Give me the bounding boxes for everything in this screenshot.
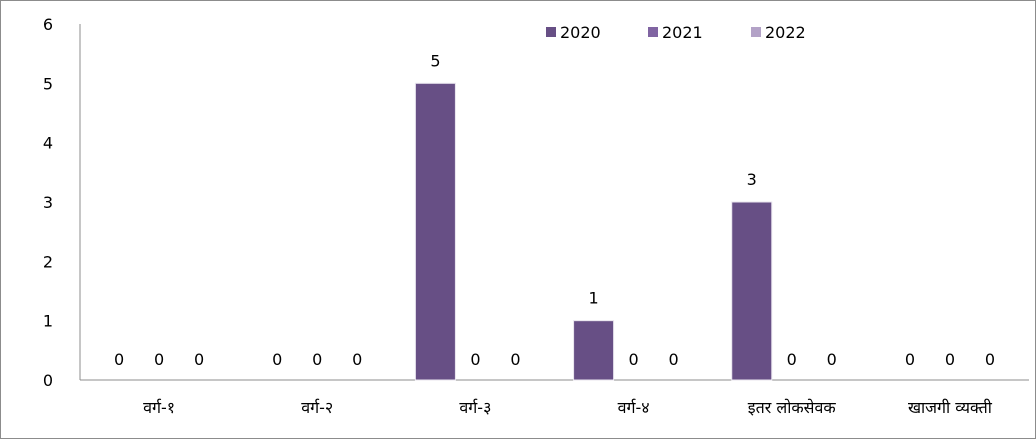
data-label-2020-0: 0 <box>114 350 124 369</box>
bar-2020-4 <box>731 201 773 381</box>
data-label-2020-5: 0 <box>905 350 915 369</box>
y-tick-label-5: 5 <box>43 74 53 93</box>
bar-2020-2 <box>414 82 456 381</box>
data-label-2021-5: 0 <box>945 350 955 369</box>
data-label-2021-2: 0 <box>470 350 480 369</box>
data-label-2022-0: 0 <box>194 350 204 369</box>
data-label-2022-1: 0 <box>352 350 362 369</box>
data-label-2020-2: 5 <box>430 51 440 70</box>
y-tick-label-6: 6 <box>43 15 53 34</box>
y-tick-label-1: 1 <box>43 312 53 331</box>
legend-label-2020: 2020 <box>560 23 601 42</box>
category-labels: वर्ग-१ वर्ग-२ वर्ग-३ वर्ग-४ इतर लोकसेवक खाजगी… <box>143 398 993 417</box>
legend-swatch-2021 <box>648 27 658 37</box>
category-label-4: इतर लोकसेवक <box>748 398 837 417</box>
data-label-2021-3: 0 <box>628 350 638 369</box>
data-label-2022-3: 0 <box>668 350 678 369</box>
data-label-2022-4: 0 <box>827 350 837 369</box>
y-tick-label-4: 4 <box>43 134 53 153</box>
legend-swatch-2020 <box>546 27 556 37</box>
data-label-2020-3: 1 <box>588 289 598 308</box>
y-tick-labels: 0 1 2 3 4 5 6 <box>43 15 53 390</box>
data-label-2022-5: 0 <box>985 350 995 369</box>
data-label-2021-4: 0 <box>787 350 797 369</box>
y-tick-label-0: 0 <box>43 371 53 390</box>
bars <box>414 82 773 381</box>
data-label-2020-1: 0 <box>272 350 282 369</box>
category-label-5: खाजगी व्यक्ती <box>908 398 993 417</box>
data-label-2022-2: 0 <box>510 350 520 369</box>
y-tick-label-2: 2 <box>43 252 53 271</box>
category-label-2: वर्ग-३ <box>459 398 491 417</box>
legend-label-2021: 2021 <box>662 23 703 42</box>
legend-label-2022: 2022 <box>765 23 806 42</box>
data-label-2021-0: 0 <box>154 350 164 369</box>
y-tick-label-3: 3 <box>43 193 53 212</box>
legend-swatch-2022 <box>751 27 761 37</box>
data-label-2020-4: 3 <box>747 170 757 189</box>
category-label-0: वर्ग-१ <box>143 398 175 417</box>
data-label-2021-1: 0 <box>312 350 322 369</box>
legend: 2020 2021 2022 <box>546 23 806 42</box>
category-label-3: वर्ग-४ <box>618 398 650 417</box>
data-labels: 0 0 0 0 0 0 5 0 0 1 0 0 3 0 0 0 0 0 <box>114 51 995 369</box>
category-label-1: वर्ग-२ <box>301 398 333 417</box>
bar-2020-3 <box>573 320 615 381</box>
